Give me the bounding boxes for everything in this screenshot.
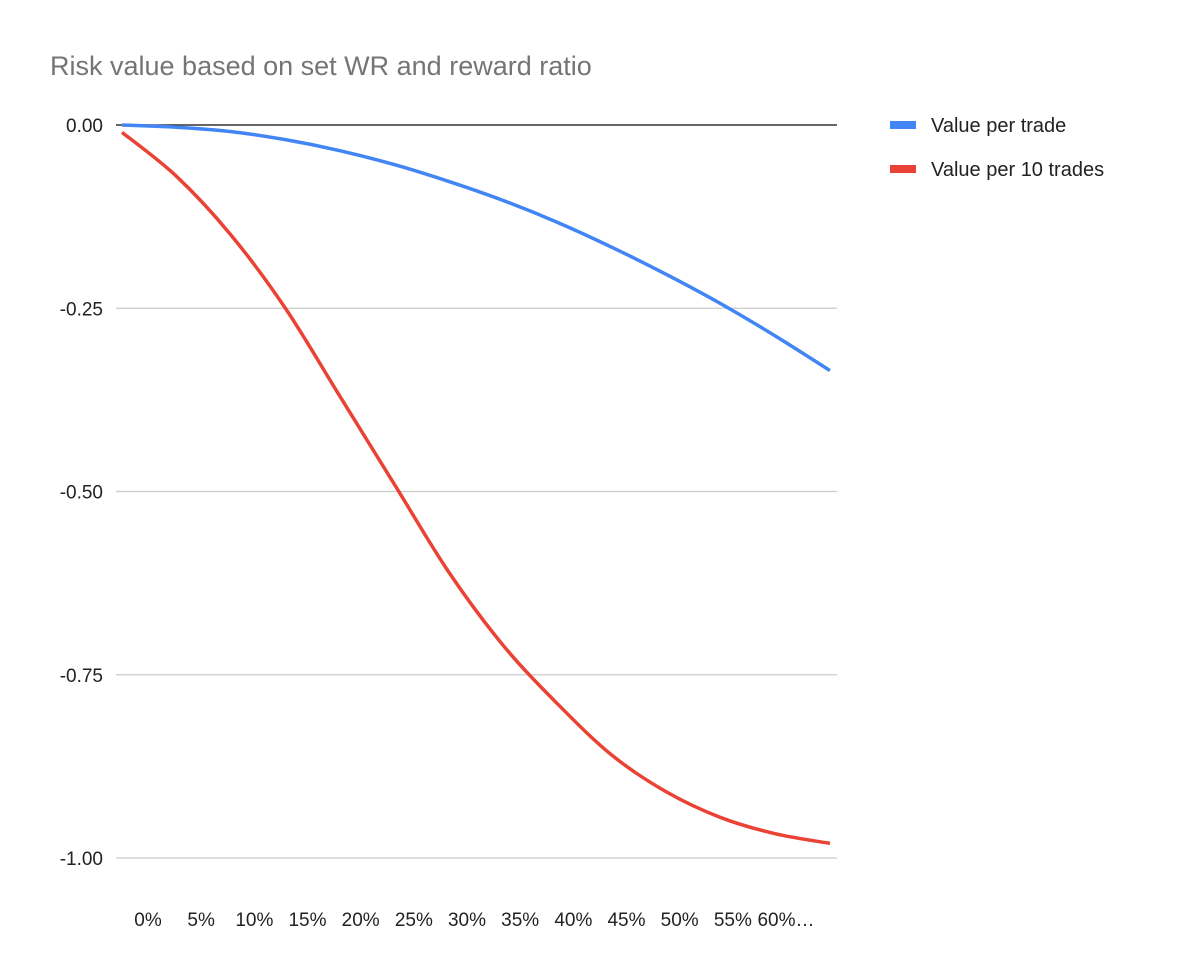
series-lines (120, 123, 831, 846)
x-tick-label: 25% (395, 910, 433, 931)
x-tick-label: 20% (342, 910, 380, 931)
legend-label: Value per trade (931, 115, 1066, 137)
x-tick-label: 30% (448, 910, 486, 931)
x-tick-label: 15% (288, 910, 326, 931)
chart-title: Risk value based on set WR and reward ra… (50, 51, 592, 81)
x-tick-label: 50% (661, 910, 699, 931)
x-axis-ticks: 0% 5% 10% 15% 20% 25% 30% 35% 40% 45% 50% 55% 60%… (134, 910, 814, 931)
x-tick-label: 5% (187, 910, 215, 931)
legend-label: Value per 10 trades (931, 159, 1104, 181)
x-tick-label: 35% (501, 910, 539, 931)
legend-swatch (890, 165, 916, 173)
y-axis-ticks: 0.00 -0.25 -0.50 -0.75 -1.00 (60, 116, 103, 870)
y-tick-label: -1.00 (60, 849, 103, 870)
gridlines (116, 124, 837, 859)
series-line-value-per-trade (121, 123, 831, 373)
x-tick-label: 0% (134, 910, 162, 931)
y-tick-label: -0.25 (60, 299, 103, 320)
y-tick-label: -0.50 (60, 483, 103, 504)
legend: Value per trade Value per 10 trades (890, 115, 1104, 181)
series-line-value-per-10-trades (120, 130, 831, 846)
y-tick-label: 0.00 (66, 116, 103, 137)
x-tick-label: 10% (235, 910, 273, 931)
y-tick-label: -0.75 (60, 666, 103, 687)
x-tick-label: 55% (714, 910, 752, 931)
x-tick-label: 45% (607, 910, 645, 931)
legend-swatch (890, 121, 916, 129)
x-tick-label: 40% (554, 910, 592, 931)
x-tick-label: 60%… (757, 910, 814, 931)
